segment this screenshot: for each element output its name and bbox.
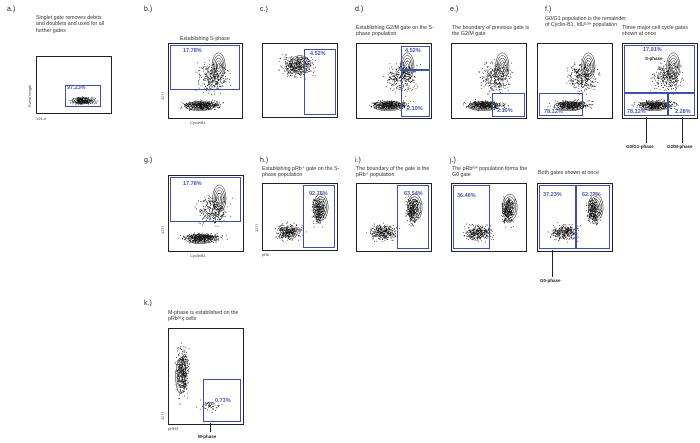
panel-caption-k: M-phase is established on the pRbˢᵉᶍ cel… xyxy=(168,310,239,323)
gate-i xyxy=(397,185,429,249)
plot-k: 0.73% xyxy=(168,328,244,425)
panel-caption-j: The pRbˡᵒʷ population forms the G0 gate xyxy=(452,166,528,179)
panel-caption-b: Establishing S-phase xyxy=(180,36,230,42)
xlabel-a: 191-Ir xyxy=(36,116,47,121)
arrow-g0 xyxy=(552,250,553,277)
gate-pct-j2-left: 37.23% xyxy=(543,192,562,198)
plot-g: 17.78% xyxy=(168,175,244,252)
gate-pct-e: 2.10% xyxy=(497,108,513,114)
gate-d-lower xyxy=(401,70,430,117)
gate-f xyxy=(539,93,583,116)
panel-caption-h: Establishing pRb⁺ gate on the S-phase po… xyxy=(262,166,340,179)
note-s-phase: S-phase xyxy=(645,56,663,61)
panel-label-b: b.) xyxy=(144,6,153,13)
gate-pct-f2-g1: 78.12% xyxy=(627,109,646,115)
plot-j: 36.46% xyxy=(451,183,527,252)
ylabel-a: Event length xyxy=(27,84,32,107)
panel-label-k: k.) xyxy=(144,300,152,307)
gate-pct-f: 78.12% xyxy=(544,109,563,115)
ylabel-k: 127I xyxy=(160,412,165,420)
gate-pct-d2: 2.10% xyxy=(407,106,423,112)
panel-label-j: j.) xyxy=(450,157,456,164)
panel-caption-a: Singlet gate removes debris and doublets… xyxy=(36,15,105,34)
gate-f2-g1 xyxy=(624,93,668,116)
gate-pct-c: 4.52% xyxy=(310,51,326,57)
ylabel-g: 127I xyxy=(160,226,165,234)
gate-f2-s xyxy=(624,45,695,93)
gate-k xyxy=(203,379,241,422)
panel-label-g: g.) xyxy=(144,157,153,164)
gate-g xyxy=(170,177,241,222)
plot-d: 4.52% 2.10% xyxy=(356,43,432,119)
panel-label-c: c.) xyxy=(260,6,268,13)
gate-pct-f2-g2m: 2.28% xyxy=(675,109,691,115)
gate-pct-d1: 4.52% xyxy=(405,48,421,54)
arrow-g2m xyxy=(682,117,683,143)
panel-caption-f: G0/G1 population is the remainder of Cyc… xyxy=(545,16,626,29)
gate-pct-i: 63.54% xyxy=(404,191,423,197)
phase-label-m: M-phase xyxy=(198,434,217,439)
gate-a xyxy=(65,85,101,107)
panel-caption-j2: Both gates shown at once xyxy=(538,170,599,176)
panel-label-a: a.) xyxy=(7,6,16,13)
xlabel-b: CyclinB1 xyxy=(190,120,206,125)
phase-label-g2m: G2/M-phase xyxy=(667,144,693,149)
gate-f2-g2m xyxy=(668,93,695,116)
plot-f2: 17.91% S-phase 78.12% 2.28% xyxy=(622,43,698,119)
gate-pct-h: 92.75% xyxy=(309,191,328,197)
gate-j xyxy=(453,185,490,249)
panel-caption-e: The boundary of previous gate is the G2/… xyxy=(452,25,530,38)
ylabel-h: 127I xyxy=(254,224,259,232)
panel-caption-d: Establishing G2/M gate on the S-phase po… xyxy=(356,25,434,38)
ylabel-b: 127I xyxy=(160,92,165,100)
gate-b xyxy=(170,45,240,90)
panel-label-i: i.) xyxy=(355,157,361,164)
plot-b: 17.78% xyxy=(168,43,243,119)
gate-pct-j2-right: 62.77% xyxy=(582,192,601,198)
gate-pct-f2-s: 17.91% xyxy=(643,47,662,53)
gate-c xyxy=(304,49,336,115)
gate-d-upper xyxy=(401,46,430,70)
gate-j2-right xyxy=(576,185,610,249)
plot-a: 97.23% xyxy=(36,56,112,114)
gate-pct-j: 36.46% xyxy=(457,193,476,199)
xlabel-k: pHH3 xyxy=(168,426,179,431)
panel-label-h: h.) xyxy=(260,157,269,164)
xlabel-h: pRb xyxy=(262,252,270,257)
plot-h: 92.75% xyxy=(262,183,338,251)
panel-caption-f2: Three major cell cycle gates shown at on… xyxy=(622,25,688,38)
gate-pct-k: 0.73% xyxy=(215,398,231,404)
gate-pct-g: 17.78% xyxy=(183,181,202,187)
phase-label-g0: G0-phase xyxy=(540,278,561,283)
gate-pct-a: 97.23% xyxy=(67,85,86,91)
panel-label-d: d.) xyxy=(355,6,364,13)
arrow-g0g1 xyxy=(646,117,647,143)
gate-pct-b: 17.78% xyxy=(183,48,202,54)
phase-label-g0g1: G0/G1-phase xyxy=(626,144,654,149)
panel-label-f: f.) xyxy=(545,6,552,13)
plot-j2: 37.23% 62.77% xyxy=(537,183,613,252)
xlabel-g: CyclinB1 xyxy=(190,253,206,258)
plot-e: 2.10% xyxy=(451,43,527,119)
gate-h xyxy=(303,185,335,248)
panel-label-e: e.) xyxy=(450,6,459,13)
gate-j2-left xyxy=(539,185,576,249)
plot-i: 63.54% xyxy=(356,183,432,252)
gate-e xyxy=(492,93,525,117)
plot-c: 4.52% xyxy=(262,43,338,118)
panel-caption-i: The boundary of the gate is the pRb⁺ pop… xyxy=(356,166,430,179)
plot-f: 78.12% xyxy=(537,43,613,119)
arrow-m xyxy=(210,423,211,432)
